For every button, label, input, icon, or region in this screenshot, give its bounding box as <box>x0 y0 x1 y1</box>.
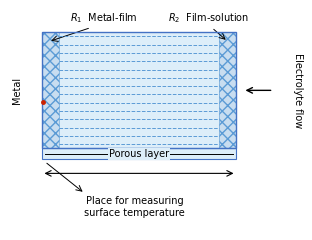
Bar <box>59 32 219 149</box>
Text: Metal: Metal <box>12 77 22 104</box>
Text: $R_1$  Metal-film: $R_1$ Metal-film <box>70 11 137 25</box>
Text: $R_2$  Film-solution: $R_2$ Film-solution <box>168 11 249 25</box>
Bar <box>41 32 236 149</box>
Bar <box>219 32 236 149</box>
Text: Place for measuring
surface temperature: Place for measuring surface temperature <box>84 196 185 217</box>
Text: Porous layer: Porous layer <box>109 149 169 159</box>
Bar <box>41 149 236 159</box>
Bar <box>41 32 59 149</box>
Text: Electrolyte flow: Electrolyte flow <box>293 53 303 128</box>
Bar <box>41 32 59 149</box>
Bar <box>219 32 236 149</box>
